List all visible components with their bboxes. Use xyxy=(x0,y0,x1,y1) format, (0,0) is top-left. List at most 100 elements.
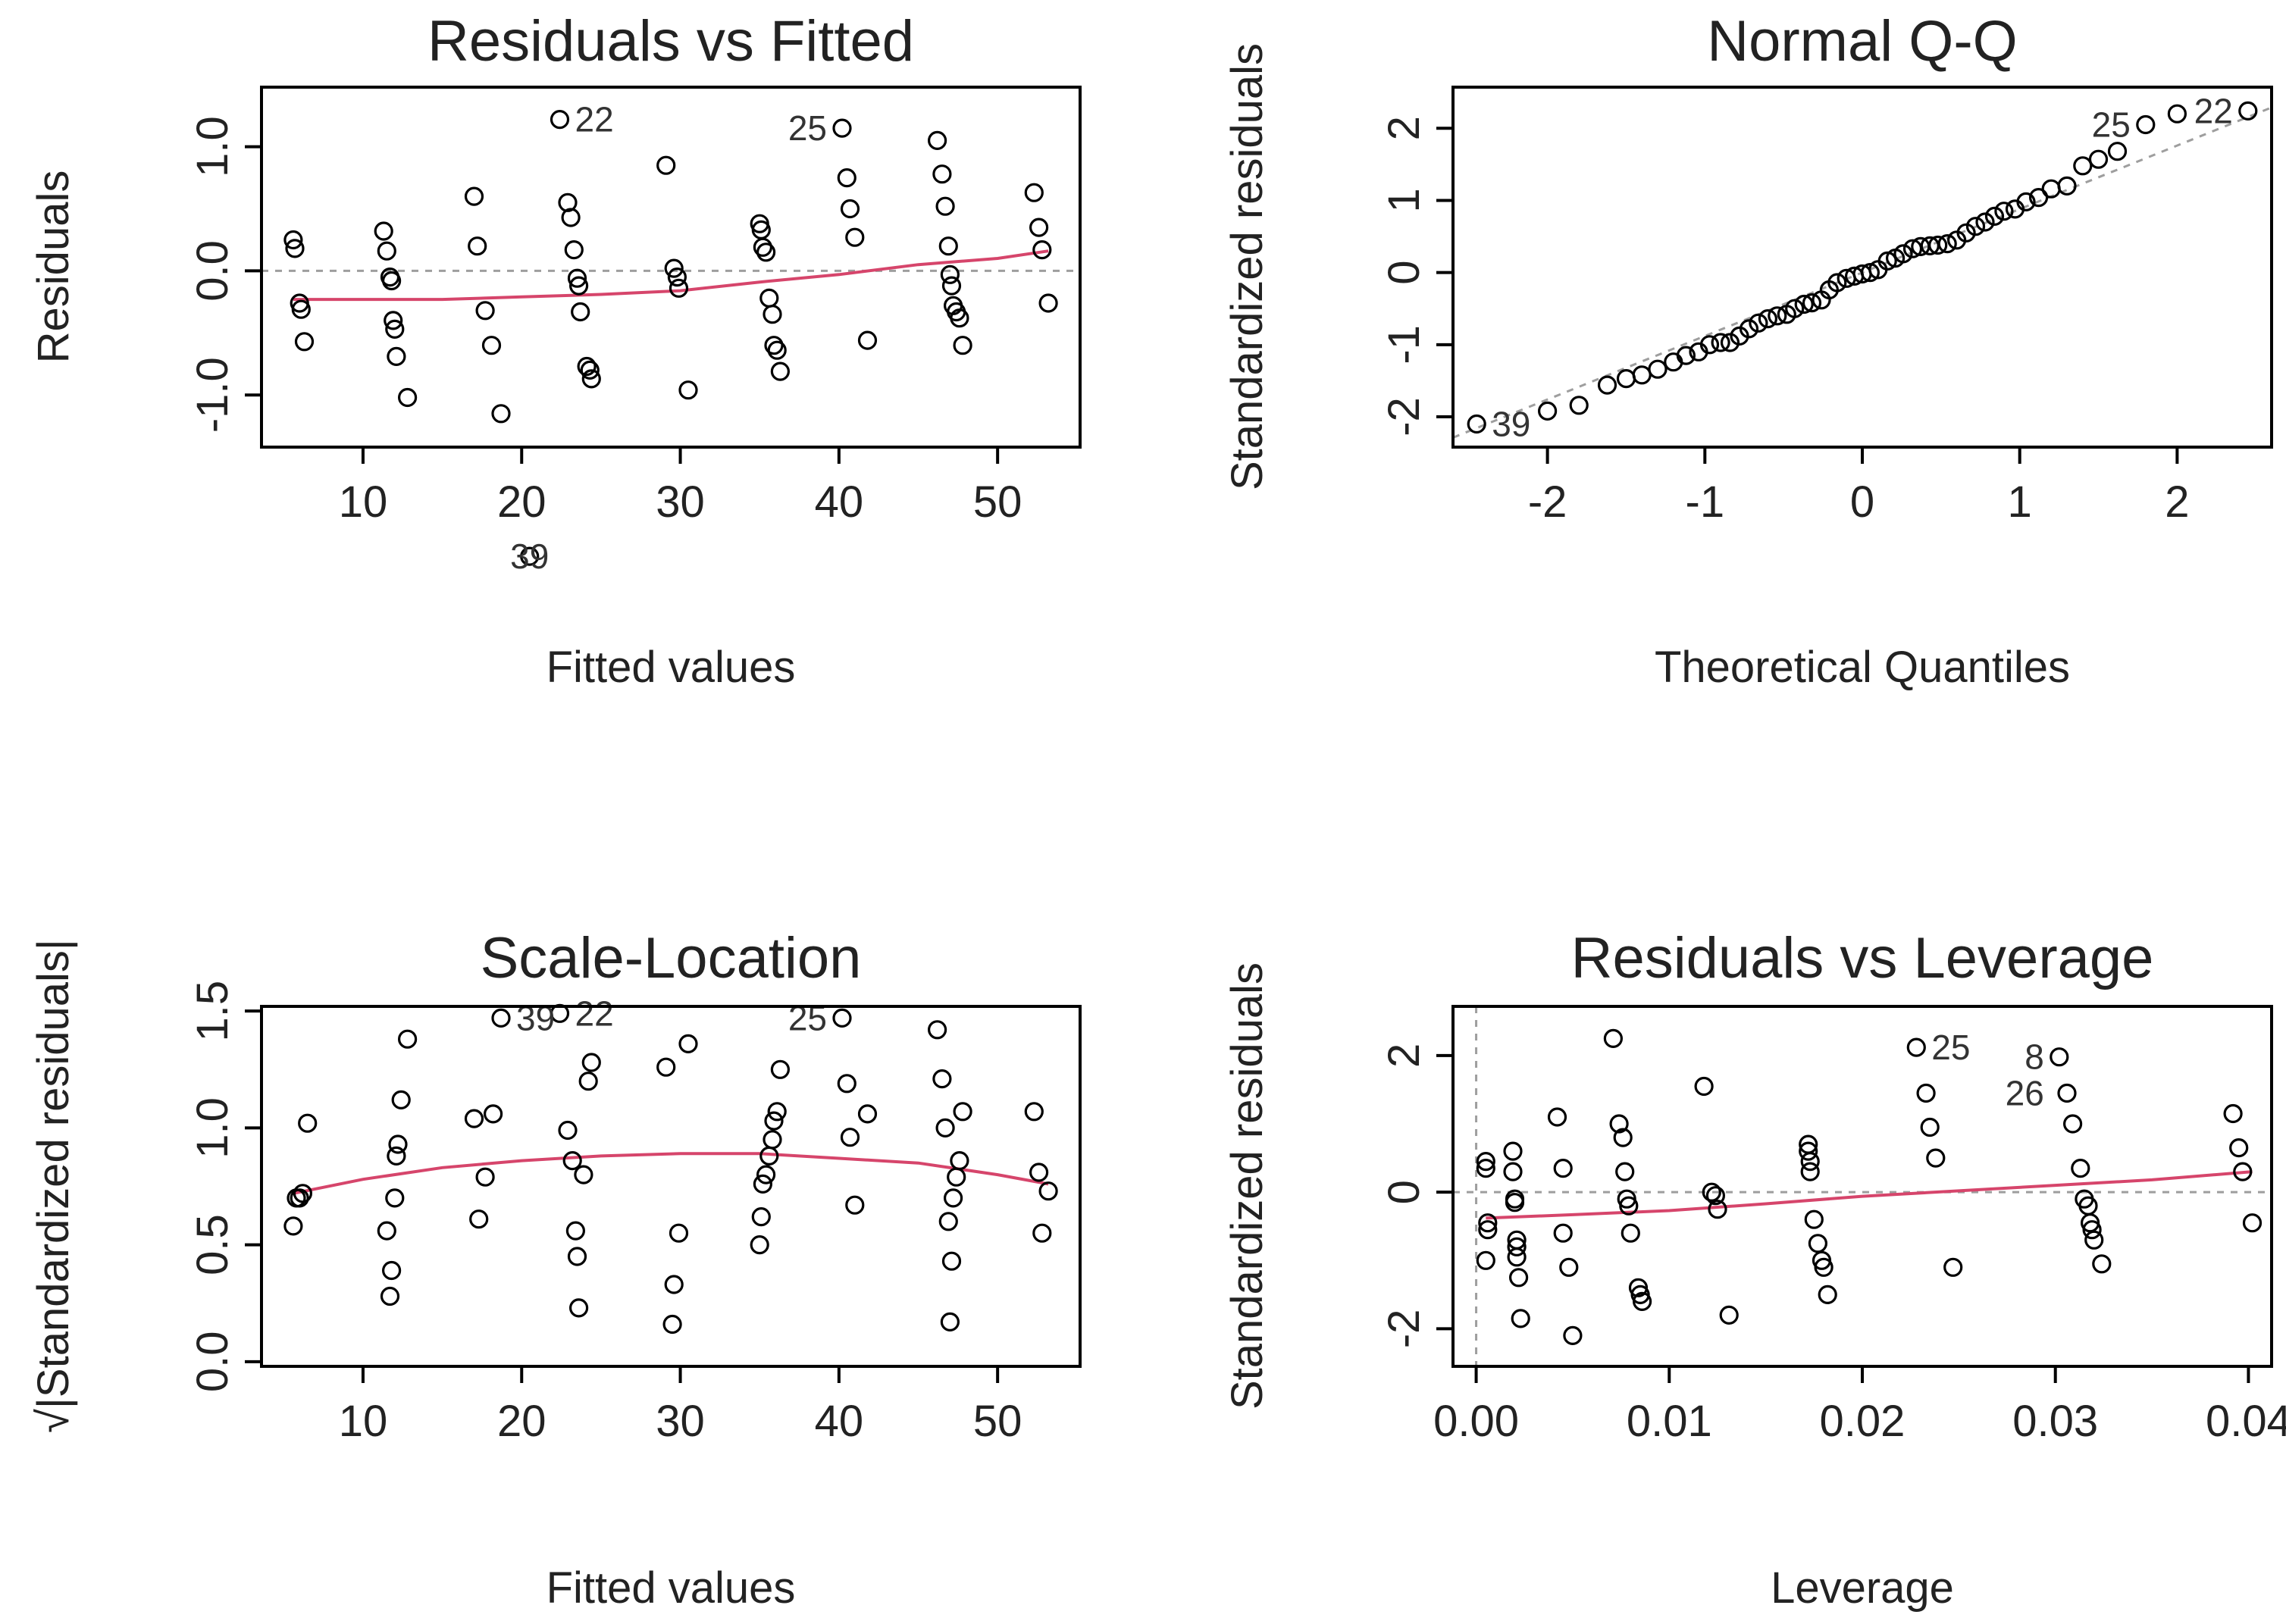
data-point xyxy=(1613,1128,1633,1147)
data-point xyxy=(2050,1047,2069,1067)
y-tick-label: -1.0 xyxy=(188,357,237,433)
data-point xyxy=(580,360,600,380)
point-label: 39 xyxy=(516,998,555,1037)
data-point xyxy=(1705,1186,1725,1206)
data-point xyxy=(2029,188,2049,208)
data-point xyxy=(1478,1213,1498,1233)
x-tick-label: 10 xyxy=(339,1397,388,1446)
data-point xyxy=(857,330,878,350)
point-label: 25 xyxy=(1931,1028,1970,1067)
data-point xyxy=(664,258,684,278)
data-point xyxy=(840,1128,860,1147)
y-tick-label: 2 xyxy=(1379,116,1429,140)
plot-marks: 22 25 39 10 20 30 40 50 -1.0 0.0 1.0 xyxy=(188,86,1082,576)
plot-marks: 39 22 25 10 20 30 40 50 0.0 0.5 1.0 1.5 xyxy=(188,981,1082,1446)
data-point xyxy=(1799,1141,1818,1161)
data-point xyxy=(1559,1257,1579,1277)
data-point xyxy=(561,208,581,227)
data-point xyxy=(2063,1114,2083,1134)
data-point xyxy=(1511,1309,1530,1328)
data-point xyxy=(491,404,511,424)
x-tick-label: 20 xyxy=(497,1397,546,1446)
data-point xyxy=(763,1130,782,1150)
data-point xyxy=(678,380,698,400)
data-point xyxy=(2084,1230,2104,1250)
data-point xyxy=(764,1111,784,1131)
data-point xyxy=(469,1209,489,1229)
data-point xyxy=(1785,299,1805,318)
chart-title: Normal Q-Q xyxy=(1707,9,2018,74)
x-tick-label: 2 xyxy=(2165,477,2189,527)
data-point xyxy=(391,1090,411,1110)
data-point xyxy=(1553,1223,1573,1243)
plot-frame xyxy=(260,86,1082,449)
x-tick-label: 40 xyxy=(815,477,864,527)
data-point xyxy=(1739,319,1759,339)
data-point xyxy=(294,332,315,352)
data-point xyxy=(1507,1247,1527,1267)
data-point xyxy=(2092,1254,2112,1274)
data-point xyxy=(1994,202,2014,221)
data-point xyxy=(1621,1223,1640,1243)
data-point xyxy=(763,305,782,324)
data-point xyxy=(1860,263,1880,283)
data-point xyxy=(1975,212,1995,232)
x-tick-label: 10 xyxy=(339,477,388,527)
data-point xyxy=(2223,1103,2243,1124)
data-point xyxy=(385,319,405,339)
panel-residuals-vs-leverage: Residuals vs Leverage Leverage Standardi… xyxy=(1223,926,2286,1613)
data-point xyxy=(1893,244,1913,264)
point-label: 25 xyxy=(788,998,827,1037)
panel-residuals-vs-fitted: Residuals vs Fitted Fitted values Residu… xyxy=(29,9,1082,692)
x-axis-label: Fitted values xyxy=(546,1563,796,1613)
data-point xyxy=(669,1223,689,1243)
data-point xyxy=(387,346,406,366)
smooth-line xyxy=(1486,1170,2253,1220)
data-point xyxy=(938,236,958,256)
data-point xyxy=(770,361,791,381)
x-tick-label: 0.01 xyxy=(1627,1397,1712,1446)
data-point xyxy=(932,1069,952,1089)
data-point xyxy=(845,227,865,247)
point-label: 25 xyxy=(2092,105,2131,145)
y-axis-label: Standardized residuals xyxy=(1223,962,1272,1410)
data-point xyxy=(571,302,590,322)
data-point xyxy=(283,1216,303,1236)
data-point xyxy=(1032,1223,1052,1243)
data-point xyxy=(1794,294,1814,314)
data-point xyxy=(578,1072,598,1091)
data-point xyxy=(2057,176,2077,196)
data-point xyxy=(1877,251,1897,271)
data-point xyxy=(1711,333,1730,352)
data-point xyxy=(2229,1137,2249,1158)
data-point xyxy=(283,230,303,250)
point-label: 39 xyxy=(1492,405,1530,444)
data-point xyxy=(2238,101,2258,120)
chart-title: Scale-Location xyxy=(481,926,862,990)
data-point xyxy=(767,340,787,360)
data-point xyxy=(943,1188,963,1208)
data-point xyxy=(756,243,776,262)
data-point xyxy=(298,1113,318,1133)
data-point xyxy=(950,1150,969,1171)
data-point xyxy=(481,336,502,355)
x-axis-label: Leverage xyxy=(1771,1563,1954,1613)
data-point xyxy=(1553,1158,1573,1178)
data-point xyxy=(1507,1237,1527,1256)
data-point xyxy=(2073,156,2093,176)
data-point xyxy=(565,1221,586,1241)
data-point xyxy=(1615,1162,1635,1181)
data-point xyxy=(857,1104,878,1124)
data-point xyxy=(581,1053,601,1072)
data-point xyxy=(2167,104,2187,124)
y-tick-label: 2 xyxy=(1379,1044,1429,1068)
data-point xyxy=(1476,1250,1495,1270)
y-tick-label: 0 xyxy=(1379,1180,1429,1204)
data-point xyxy=(1632,365,1652,385)
panel-scale-location: Scale-Location Fitted values √|Standardi… xyxy=(29,926,1082,1613)
y-tick-label: 1.0 xyxy=(188,116,237,177)
smooth-line xyxy=(293,1152,1049,1195)
data-point xyxy=(1702,1182,1721,1202)
x-tick-label: -1 xyxy=(1686,477,1725,527)
data-point xyxy=(1603,1028,1623,1049)
